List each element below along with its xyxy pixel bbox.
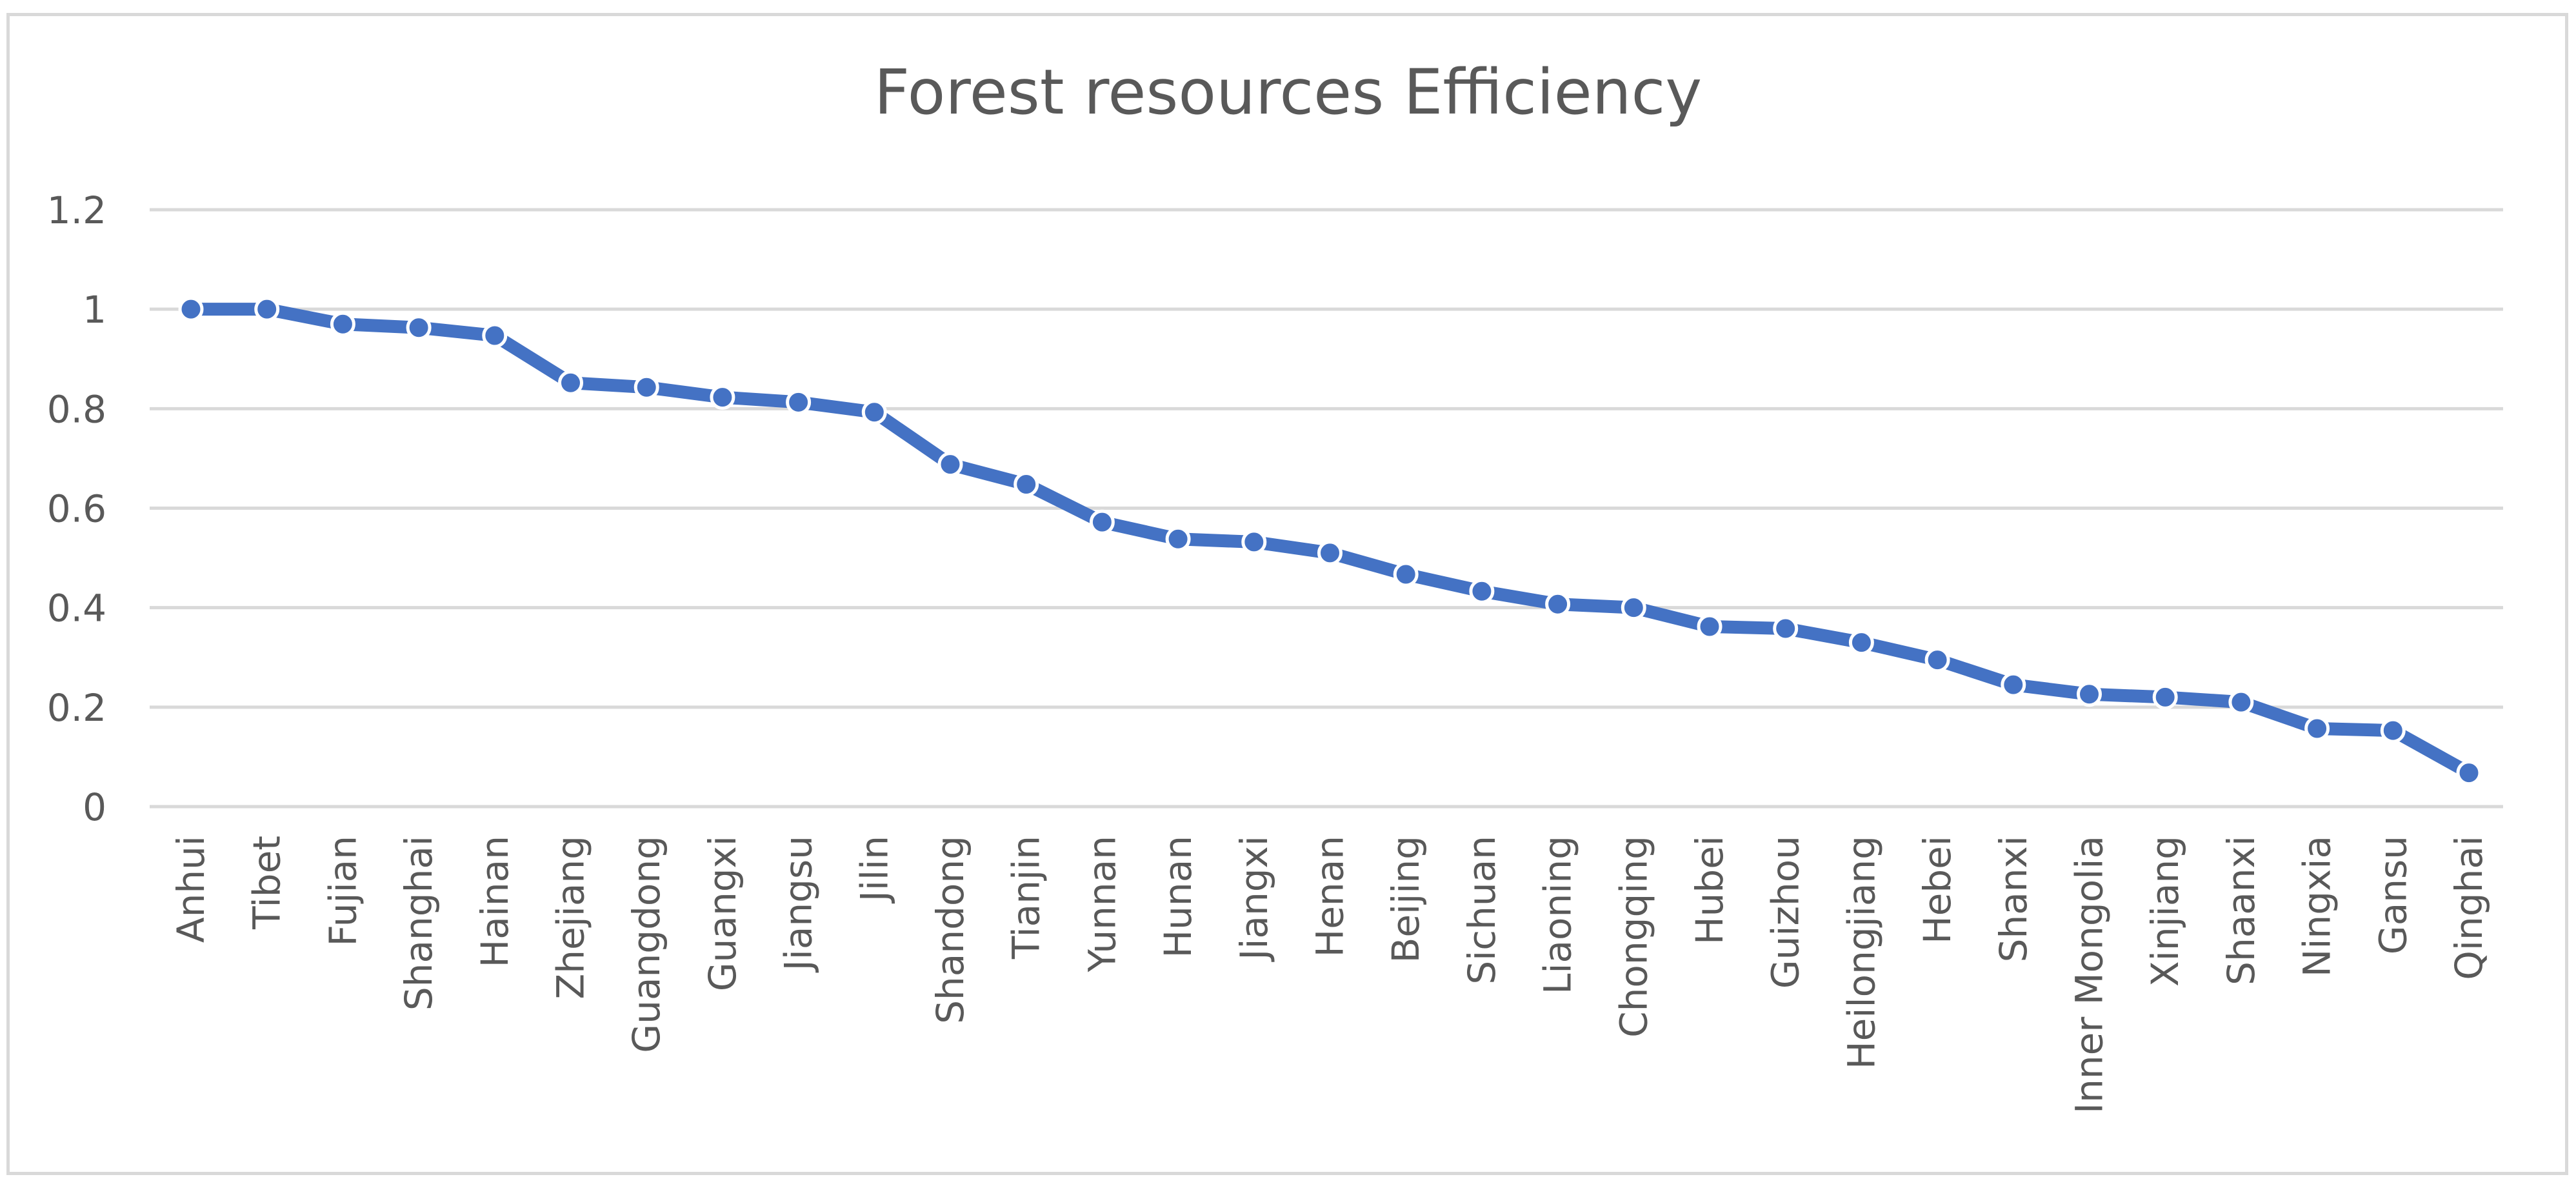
data-point [254, 296, 280, 322]
data-point [2380, 718, 2406, 743]
y-tick-label: 1.2 [47, 188, 106, 232]
x-tick-label: Guangdong [624, 836, 668, 1053]
data-point [2152, 684, 2178, 710]
x-tick-label: Zhejiang [549, 836, 593, 1000]
x-tick-label: Shaanxi [2219, 836, 2263, 985]
data-point [1924, 647, 1950, 673]
chart-frame [6, 13, 2568, 1175]
x-tick-label: Gansu [2371, 836, 2415, 954]
x-tick-label: Hainan [473, 836, 517, 967]
x-tick-label: Fujian [321, 836, 364, 946]
x-tick-label: Hunan [1156, 836, 1200, 958]
x-tick-label: Inner Mongolia [2068, 836, 2112, 1114]
x-tick-label: Chongqing [1612, 836, 1655, 1038]
data-point [786, 389, 812, 415]
x-tick-label: Shandong [928, 836, 972, 1024]
data-point [634, 374, 659, 400]
x-tick-label: Shanghai [397, 836, 441, 1011]
x-tick-label: Heilongjiang [1839, 836, 1883, 1069]
x-tick-label: Tibet [245, 836, 289, 930]
x-tick-label: Tianjin [1004, 836, 1048, 960]
x-tick-label: Yunnan [1080, 836, 1124, 972]
data-point [1165, 526, 1191, 552]
data-point [2228, 689, 2254, 715]
data-point [1848, 630, 1874, 656]
chart-title: Forest resources Efficiency [874, 56, 1702, 128]
x-tick-label: Jilin [852, 836, 896, 903]
x-tick-label: Sichuan [1460, 836, 1504, 985]
data-point [2001, 672, 2026, 698]
data-point [1317, 540, 1343, 566]
data-point [1089, 509, 1115, 535]
x-tick-label: Liaoning [1536, 836, 1580, 994]
x-tick-label: Xinjiang [2143, 836, 2187, 987]
y-tick-label: 1 [83, 288, 106, 332]
data-point [178, 296, 204, 322]
data-point [710, 385, 735, 410]
data-point [1469, 578, 1495, 604]
x-tick-label: Hebei [1915, 836, 1959, 944]
x-tick-label: Anhui [169, 836, 213, 943]
x-tick-label: Guizhou [1764, 836, 1808, 989]
data-point [482, 323, 508, 348]
x-tick-label: Guangxi [701, 836, 744, 991]
data-point [1545, 591, 1571, 617]
x-tick-label: Qinghai [2447, 836, 2491, 980]
y-tick-label: 0.4 [47, 587, 106, 630]
data-point [1013, 472, 1039, 497]
y-tick-label: 0.8 [47, 387, 106, 431]
data-point [1241, 529, 1267, 555]
x-tick-label: Jiangxi [1232, 836, 1276, 962]
data-point [1697, 614, 1722, 639]
x-tick-label: Shanxi [1992, 836, 2035, 962]
x-tick-label: Beijing [1384, 836, 1428, 963]
y-tick-label: 0.6 [47, 487, 106, 531]
x-tick-label: Ningxia [2295, 836, 2339, 977]
x-tick-label: Hubei [1688, 836, 1732, 945]
data-point [330, 311, 355, 337]
data-point [937, 452, 963, 478]
data-point [1621, 595, 1646, 621]
data-point [1773, 616, 1799, 641]
data-point [2304, 716, 2330, 741]
data-point [1393, 561, 1419, 587]
data-point [2456, 760, 2482, 786]
x-tick-label: Henan [1308, 836, 1352, 957]
data-point [861, 399, 887, 425]
data-point [2077, 681, 2102, 707]
data-point [558, 370, 583, 396]
x-tick-label: Jiangsu [777, 836, 821, 972]
y-tick-label: 0.2 [47, 686, 106, 730]
data-point [406, 315, 432, 341]
y-tick-label: 0 [83, 785, 106, 829]
